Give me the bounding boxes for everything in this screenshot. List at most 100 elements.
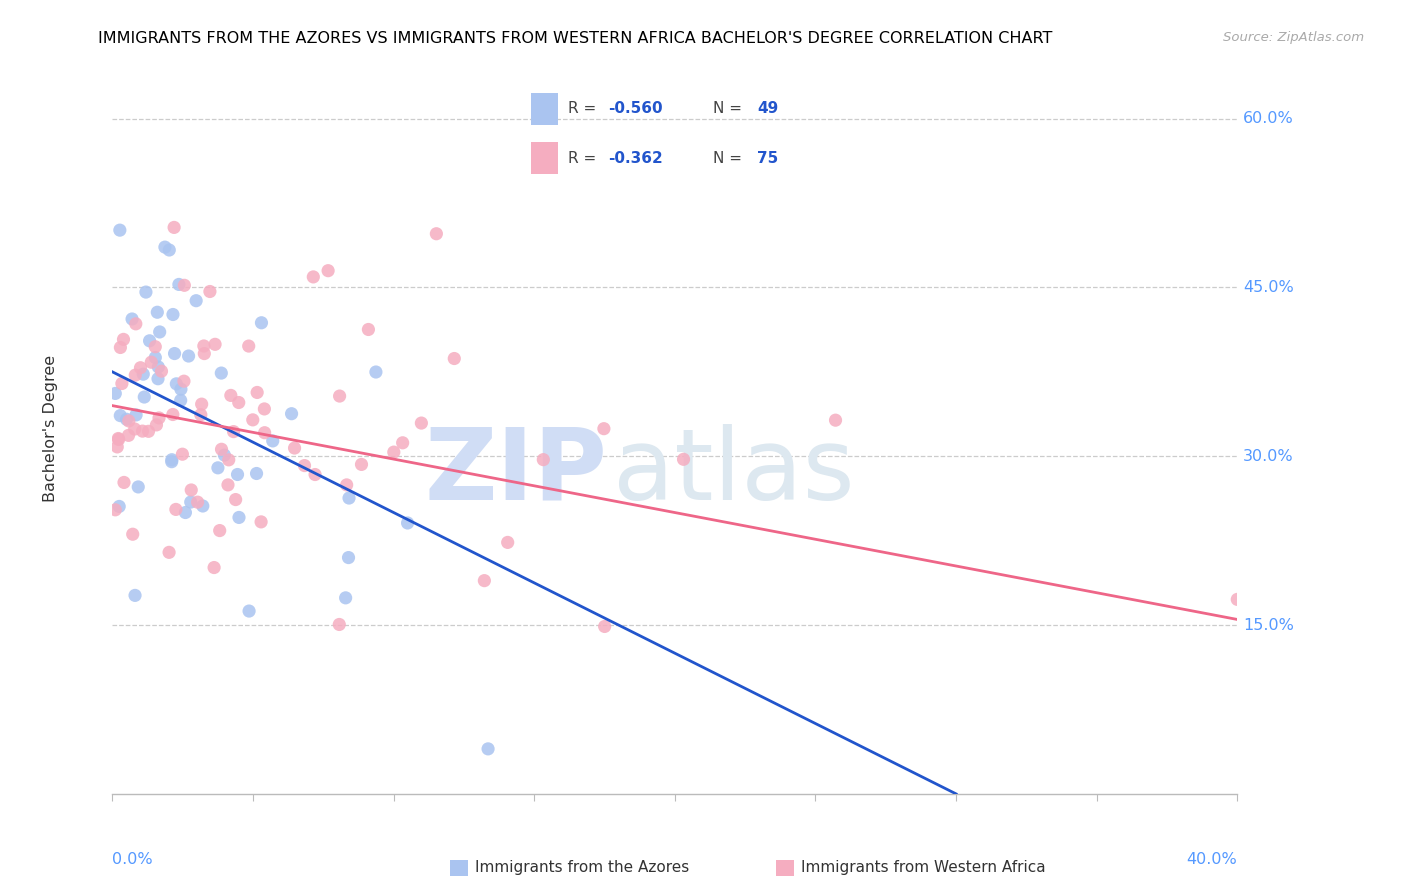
Point bbox=[262, 434, 284, 448]
Point bbox=[163, 346, 186, 360]
Point bbox=[107, 432, 129, 446]
Point bbox=[824, 413, 846, 427]
Text: 45.0%: 45.0% bbox=[1243, 280, 1294, 295]
Point bbox=[337, 491, 360, 505]
Point bbox=[228, 510, 250, 524]
Point bbox=[104, 503, 127, 517]
Point bbox=[284, 441, 307, 455]
Point bbox=[124, 588, 146, 602]
Point bbox=[245, 467, 267, 481]
Point bbox=[170, 393, 193, 408]
Point bbox=[187, 495, 209, 509]
Point bbox=[186, 293, 208, 308]
Point bbox=[165, 376, 187, 391]
Point bbox=[150, 364, 173, 378]
Point bbox=[138, 334, 160, 348]
Point bbox=[148, 359, 170, 374]
Text: 30.0%: 30.0% bbox=[1243, 449, 1294, 464]
Point bbox=[411, 416, 433, 430]
Point bbox=[316, 263, 339, 277]
Point bbox=[143, 340, 166, 354]
Point bbox=[350, 458, 373, 472]
Point bbox=[193, 339, 215, 353]
Point bbox=[172, 447, 194, 461]
Point bbox=[177, 349, 200, 363]
Point bbox=[329, 389, 352, 403]
Point bbox=[246, 385, 269, 400]
Text: 60.0%: 60.0% bbox=[1243, 112, 1294, 126]
Point bbox=[328, 617, 350, 632]
Point bbox=[129, 360, 152, 375]
Point bbox=[207, 460, 229, 475]
Text: Immigrants from Western Africa: Immigrants from Western Africa bbox=[801, 860, 1046, 875]
Point bbox=[115, 412, 138, 426]
Point bbox=[253, 401, 276, 416]
Point bbox=[110, 409, 132, 423]
Point bbox=[110, 341, 132, 355]
Point bbox=[180, 483, 202, 497]
Point bbox=[228, 395, 250, 409]
Text: 40.0%: 40.0% bbox=[1187, 853, 1237, 867]
Point bbox=[107, 433, 129, 447]
Point bbox=[131, 424, 153, 438]
Point bbox=[335, 591, 357, 605]
Point bbox=[108, 223, 131, 237]
Point bbox=[226, 467, 249, 482]
Point bbox=[336, 478, 359, 492]
Point bbox=[198, 285, 221, 299]
Text: Source: ZipAtlas.com: Source: ZipAtlas.com bbox=[1223, 31, 1364, 45]
Point bbox=[1226, 592, 1249, 607]
Point bbox=[143, 351, 166, 365]
Point bbox=[396, 516, 419, 530]
Point bbox=[208, 524, 231, 538]
Point bbox=[193, 346, 215, 360]
Point bbox=[160, 452, 183, 467]
Point bbox=[170, 382, 193, 396]
Point bbox=[124, 422, 146, 436]
Point bbox=[141, 355, 163, 369]
Point bbox=[250, 515, 273, 529]
Text: IMMIGRANTS FROM THE AZORES VS IMMIGRANTS FROM WESTERN AFRICA BACHELOR'S DEGREE C: IMMIGRANTS FROM THE AZORES VS IMMIGRANTS… bbox=[98, 31, 1053, 46]
Point bbox=[174, 506, 197, 520]
Point bbox=[593, 619, 616, 633]
Point bbox=[125, 408, 148, 422]
Point bbox=[204, 337, 226, 351]
Point bbox=[222, 425, 245, 439]
Point bbox=[214, 448, 236, 462]
Point bbox=[202, 560, 225, 574]
Point bbox=[125, 317, 148, 331]
Point bbox=[477, 742, 499, 756]
Text: ZIP: ZIP bbox=[425, 424, 607, 521]
Point bbox=[472, 574, 495, 588]
Point bbox=[391, 435, 413, 450]
Point bbox=[294, 458, 316, 473]
Point bbox=[250, 316, 273, 330]
Bar bbox=[776, 860, 794, 876]
Point bbox=[173, 374, 195, 388]
Text: 0.0%: 0.0% bbox=[112, 853, 153, 867]
Point bbox=[112, 332, 135, 346]
Point bbox=[121, 312, 143, 326]
Point bbox=[124, 368, 146, 383]
Point bbox=[146, 372, 169, 386]
Point bbox=[162, 408, 184, 422]
Point bbox=[238, 339, 260, 353]
Point bbox=[157, 243, 180, 257]
Point bbox=[104, 386, 127, 401]
Point bbox=[238, 604, 260, 618]
Point bbox=[382, 445, 405, 459]
Point bbox=[117, 428, 139, 442]
Point bbox=[364, 365, 387, 379]
Point bbox=[108, 500, 131, 514]
Point bbox=[149, 325, 172, 339]
Text: 15.0%: 15.0% bbox=[1243, 617, 1294, 632]
Point bbox=[593, 422, 616, 436]
Point bbox=[138, 425, 160, 439]
Point bbox=[165, 502, 187, 516]
Point bbox=[191, 499, 214, 513]
Point bbox=[146, 305, 169, 319]
Point bbox=[672, 452, 695, 467]
Point bbox=[112, 475, 135, 490]
Point bbox=[531, 452, 554, 467]
Point bbox=[167, 277, 190, 292]
